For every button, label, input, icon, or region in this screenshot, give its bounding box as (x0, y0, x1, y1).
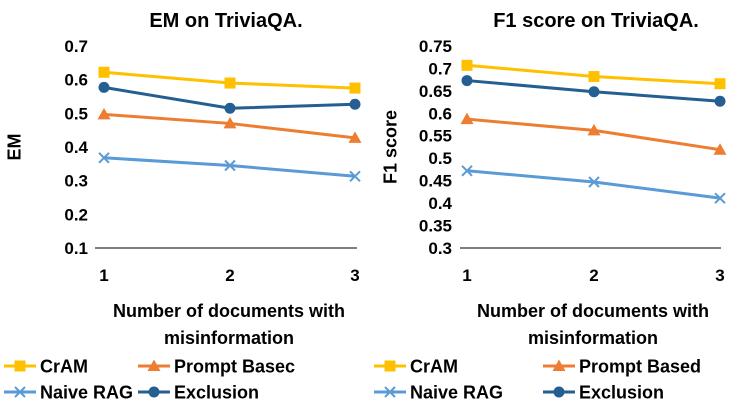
chart-title: EM on TriviaQA. (149, 10, 302, 32)
y-tick-label: 0.7 (64, 37, 88, 56)
y-tick-label: 0.6 (428, 104, 452, 123)
y-tick-label: 0.35 (419, 217, 452, 236)
legend-swatch-marker (384, 386, 396, 398)
legend-label: Exclusion (579, 382, 664, 402)
data-point (714, 192, 726, 204)
y-tick-label: 0.55 (419, 127, 452, 146)
data-point (224, 102, 236, 114)
y-tick-label: 0.5 (428, 149, 452, 168)
x-axis-label: misinformation (528, 328, 658, 348)
legend-swatch-marker (14, 386, 26, 398)
y-tick-label: 0.3 (64, 172, 88, 191)
data-point (98, 81, 110, 93)
data-point (461, 75, 473, 87)
y-tick-label: 0.6 (64, 71, 88, 90)
data-point (460, 112, 474, 125)
x-tick-label: 2 (589, 266, 598, 285)
y-tick-label: 0.2 (64, 205, 88, 224)
data-point (461, 59, 473, 71)
legend-swatch-marker (384, 360, 396, 372)
legend-label: CrAM (40, 356, 88, 376)
data-point (224, 159, 236, 172)
data-point (713, 143, 727, 155)
data-point (588, 86, 600, 98)
data-point (349, 98, 361, 110)
data-point (349, 170, 361, 182)
data-point (98, 66, 110, 78)
y-tick-label: 0.4 (428, 194, 452, 213)
y-tick-label: 0.5 (64, 104, 88, 123)
x-axis-label: Number of documents with (113, 301, 345, 321)
x-tick-label: 3 (350, 266, 359, 285)
x-tick-label: 1 (99, 266, 108, 285)
x-tick-label: 3 (715, 266, 724, 285)
legend-swatch-marker (14, 360, 26, 372)
legend-label: Exclusion (174, 382, 259, 402)
y-tick-label: 0.45 (419, 172, 452, 191)
data-point (224, 77, 236, 89)
x-tick-label: 1 (462, 266, 471, 285)
data-point (349, 82, 361, 94)
data-point (98, 152, 110, 164)
chart-title: F1 score on TriviaQA. (493, 10, 699, 32)
x-axis-label: Number of documents with (477, 301, 709, 321)
y-axis-label: EM (4, 134, 24, 161)
y-tick-label: 0.4 (64, 138, 88, 157)
legend-swatch-marker (552, 359, 566, 371)
data-point (461, 165, 473, 177)
y-tick-label: 0.65 (419, 82, 452, 101)
legend-swatch-marker (553, 386, 565, 398)
legend-swatch-marker (148, 386, 160, 398)
data-point (348, 131, 362, 143)
y-tick-label: 0.1 (64, 239, 88, 258)
data-point (714, 95, 726, 107)
y-axis-label: F1 score (380, 110, 400, 184)
legend-swatch-marker (147, 359, 161, 371)
y-tick-label: 0.7 (428, 59, 452, 78)
legend-label: Prompt Basec (174, 356, 295, 376)
legend-label: Naive RAG (410, 382, 503, 402)
legend-label: CrAM (410, 356, 458, 376)
data-point (588, 176, 600, 188)
data-point (587, 123, 601, 136)
data-point (714, 78, 726, 90)
y-tick-label: 0.3 (428, 239, 452, 258)
legend-label: Naive RAG (40, 382, 133, 402)
y-tick-label: 0.75 (419, 37, 452, 56)
series-line-naive-rag (466, 169, 721, 200)
x-tick-label: 2 (225, 266, 234, 285)
data-point (97, 107, 111, 120)
x-axis-label: misinformation (164, 328, 294, 348)
data-point (223, 116, 237, 129)
data-point (588, 71, 600, 83)
legend-label: Prompt Based (579, 356, 701, 376)
